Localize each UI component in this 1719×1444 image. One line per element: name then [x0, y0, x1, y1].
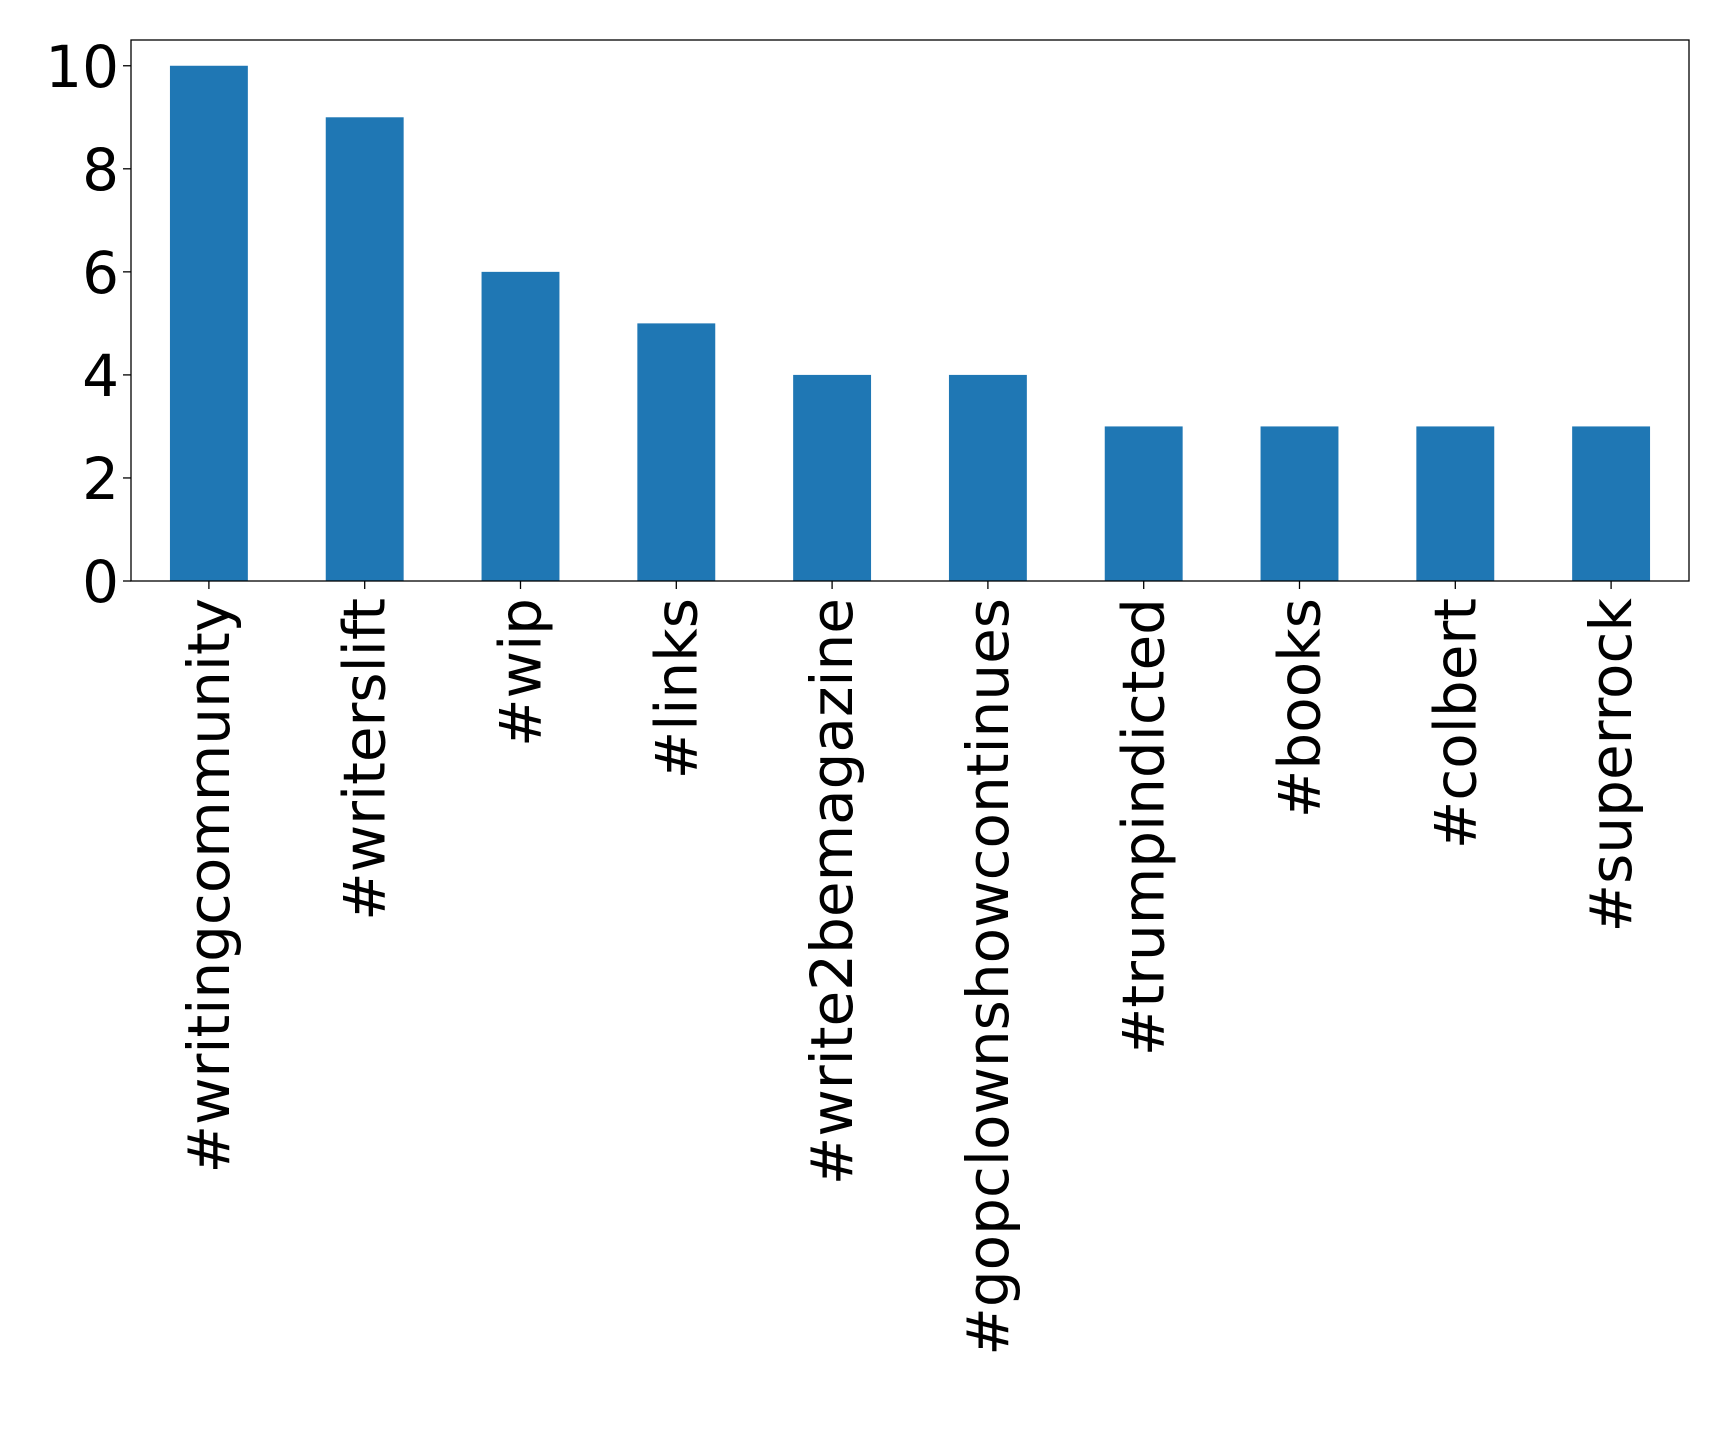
bar: [481, 271, 560, 581]
y-tick-label: 8: [82, 136, 119, 204]
x-tick-label: #books: [1266, 598, 1334, 818]
x-tick-label: #wip: [487, 598, 555, 747]
y-tick-label: 2: [82, 445, 119, 513]
y-tick-label: 0: [82, 548, 119, 616]
x-tick-label: #superrock: [1577, 598, 1645, 933]
bar: [637, 323, 716, 581]
bar: [793, 374, 872, 581]
plot-frame: [130, 39, 1690, 582]
y-tick-label: 10: [45, 33, 119, 101]
x-axis: #writingcommunity #writerslift #wip #links #…: [175, 581, 1645, 1356]
y-axis: 0 2 4 6 8 10: [45, 33, 131, 616]
bar: [325, 117, 404, 582]
x-tick-label: #gopclownshowcontinues: [954, 598, 1022, 1356]
bar: [169, 65, 248, 581]
x-tick-label: #colbert: [1421, 598, 1489, 849]
bar: [1572, 426, 1651, 581]
x-tick-label: #writingcommunity: [175, 598, 243, 1174]
bar: [1416, 426, 1495, 581]
bar: [948, 374, 1027, 581]
bar: [1104, 426, 1183, 581]
x-tick-label: #writerslift: [331, 598, 399, 921]
x-tick-label: #links: [642, 598, 710, 779]
y-tick-label: 6: [82, 239, 119, 307]
x-tick-label: #write2bemagazine: [798, 598, 866, 1185]
bar: [1260, 426, 1339, 581]
y-tick-label: 4: [82, 342, 119, 410]
bars-group: [169, 65, 1651, 582]
x-tick-label: #trumpindicted: [1110, 598, 1178, 1056]
